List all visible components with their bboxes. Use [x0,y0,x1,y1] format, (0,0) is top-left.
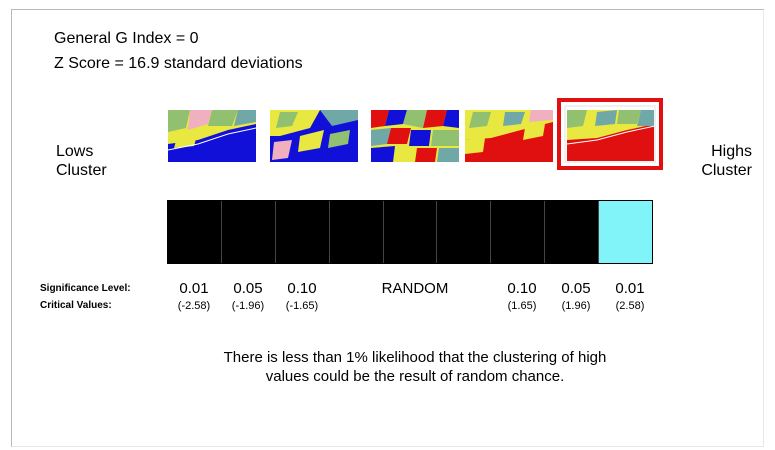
critical-value: (2.58) [615,300,645,312]
general-g-index: General G Index = 0 [54,30,199,47]
scale-cell-highlighted [599,201,653,263]
critical-value: (-1.65) [285,300,319,312]
critical-value: (-2.58) [177,300,211,312]
significance-level-value: 0.10 [287,280,317,297]
critical-value: (-1.96) [231,300,265,312]
significance-level-value: 0.10 [507,280,537,297]
significance-level-value: 0.05 [233,280,263,297]
scale-cell [329,201,384,263]
z-symbol: Z [54,55,64,72]
significance-level-value: 0.01 [615,280,645,297]
highs-cluster-label: Highs Cluster [701,143,752,179]
z-score-text: Score = 16.9 standard deviations [68,55,303,72]
result-interpretation-message: There is less than 1% likelihood that th… [223,349,607,385]
map-thumbnail-mostly-blue [270,110,358,162]
map-thumbnails [0,110,775,170]
selected-map-highlight [557,98,663,170]
significance-level-random: RANDOM [381,280,449,297]
lows-cluster-label: Lows Cluster [56,143,107,179]
map-thumbnail-highs-cluster [567,110,655,162]
critical-value: (1.65) [507,300,537,312]
map-thumbnail-lows-cluster [168,110,256,162]
significance-level-value: 0.01 [179,280,209,297]
critical-values-label: Critical Values: [40,300,112,311]
significance-level-label: Significance Level: [40,283,131,294]
scale-cell [545,201,600,263]
critical-value: (1.96) [561,300,591,312]
scale-cell [383,201,438,263]
significance-scale-bar [167,200,653,264]
scale-cell [221,201,276,263]
scale-cell [275,201,330,263]
scale-cell [168,201,222,263]
scale-cell [491,201,546,263]
map-thumbnail-mostly-red [465,110,553,162]
significance-level-value: 0.05 [561,280,591,297]
map-thumbnail-random [371,110,459,162]
scale-cell [437,201,492,263]
results-panel [11,9,764,447]
z-score: Z Score = 16.9 standard deviations [54,55,303,73]
selected-map-inner-border [564,105,656,163]
